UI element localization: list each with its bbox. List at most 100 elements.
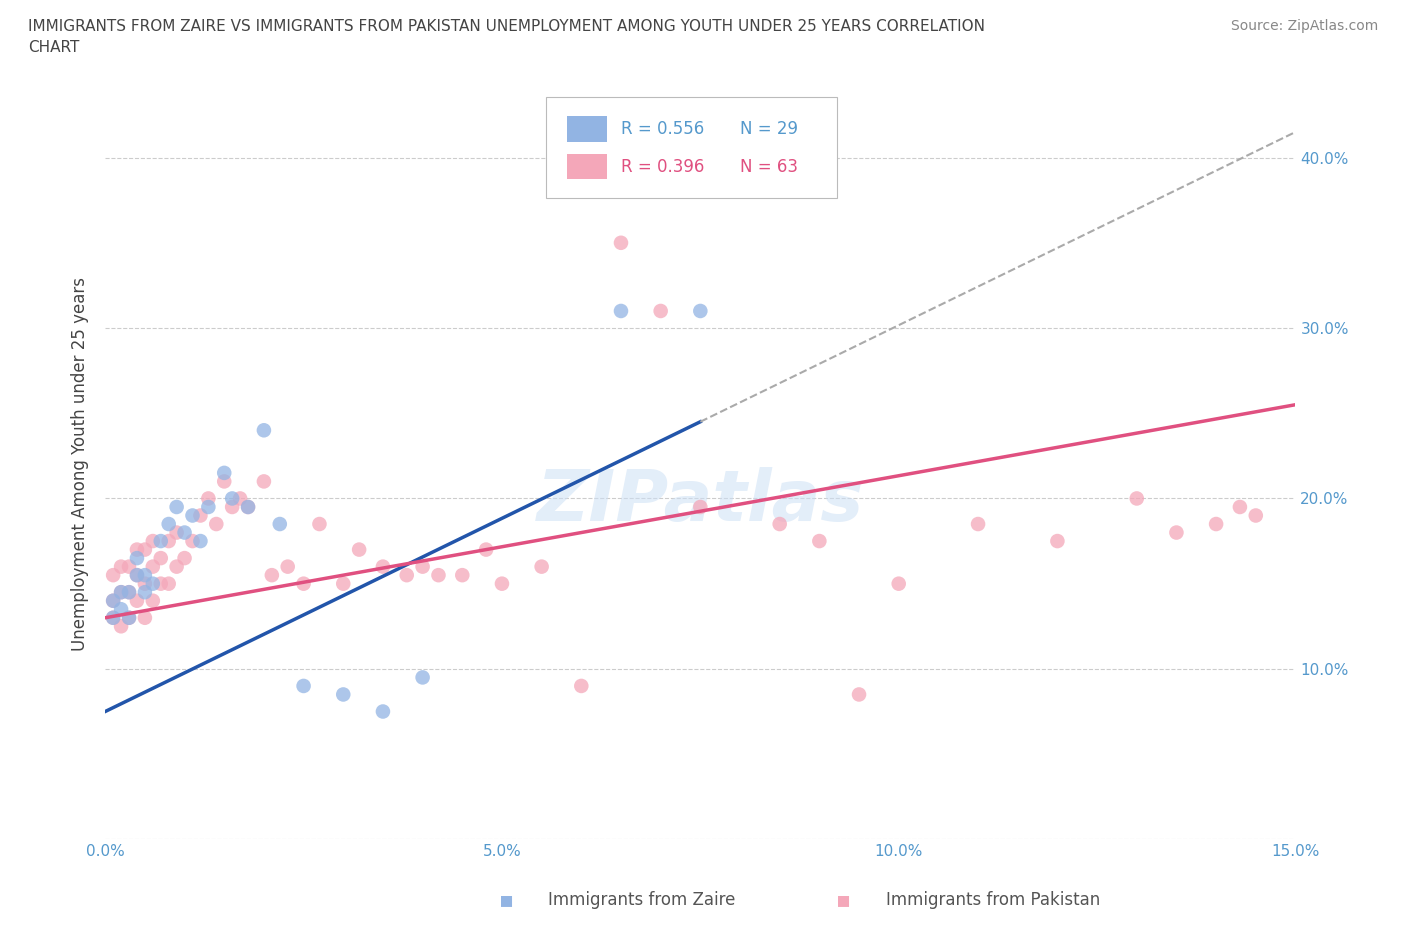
Point <box>134 567 156 582</box>
Point <box>292 679 315 694</box>
Point <box>134 542 156 557</box>
Point <box>134 610 156 625</box>
Point <box>427 567 450 582</box>
Point <box>967 516 990 531</box>
Point <box>371 559 394 574</box>
Point <box>173 551 195 565</box>
Point <box>157 516 180 531</box>
Point <box>236 499 259 514</box>
Point <box>197 499 219 514</box>
Point <box>142 559 165 574</box>
Point <box>769 516 792 531</box>
Point <box>412 559 434 574</box>
Point <box>412 670 434 684</box>
Point <box>569 679 592 694</box>
Point <box>110 602 132 617</box>
Point <box>118 610 141 625</box>
Point <box>491 577 513 591</box>
Text: IMMIGRANTS FROM ZAIRE VS IMMIGRANTS FROM PAKISTAN UNEMPLOYMENT AMONG YOUTH UNDER: IMMIGRANTS FROM ZAIRE VS IMMIGRANTS FROM… <box>28 19 986 55</box>
Point <box>308 516 330 531</box>
Point <box>332 687 354 702</box>
Y-axis label: Unemployment Among Youth under 25 years: Unemployment Among Youth under 25 years <box>72 277 89 651</box>
Point <box>221 491 243 506</box>
Point <box>125 542 148 557</box>
Point <box>118 559 141 574</box>
Point <box>142 593 165 608</box>
Point <box>650 303 672 318</box>
Point <box>157 577 180 591</box>
Text: ▪: ▪ <box>837 890 851 910</box>
Point <box>134 577 156 591</box>
Point <box>166 559 188 574</box>
Text: R = 0.396: R = 0.396 <box>620 158 704 176</box>
Point <box>157 534 180 549</box>
Point <box>1244 508 1267 523</box>
Point <box>475 542 498 557</box>
Point <box>197 491 219 506</box>
Point <box>101 567 124 582</box>
Point <box>166 525 188 540</box>
FancyBboxPatch shape <box>567 153 607 179</box>
Point <box>212 474 235 489</box>
Point <box>118 585 141 600</box>
Point <box>149 534 172 549</box>
Point <box>689 303 711 318</box>
Point <box>371 704 394 719</box>
Point <box>229 491 252 506</box>
Point <box>110 585 132 600</box>
Point <box>689 499 711 514</box>
Point <box>277 559 299 574</box>
Point <box>347 542 370 557</box>
Point <box>269 516 291 531</box>
Point <box>173 525 195 540</box>
Point <box>332 577 354 591</box>
Point <box>1229 499 1251 514</box>
Text: R = 0.556: R = 0.556 <box>620 120 704 139</box>
Point <box>110 559 132 574</box>
Point <box>236 499 259 514</box>
Text: Immigrants from Zaire: Immigrants from Zaire <box>548 891 735 910</box>
Point <box>101 593 124 608</box>
Point <box>101 610 124 625</box>
Point <box>110 618 132 633</box>
Point <box>451 567 474 582</box>
Point <box>101 610 124 625</box>
Point <box>166 499 188 514</box>
Point <box>848 687 870 702</box>
Point <box>142 577 165 591</box>
Point <box>530 559 553 574</box>
Point <box>395 567 418 582</box>
Point <box>1166 525 1188 540</box>
Text: N = 29: N = 29 <box>740 120 797 139</box>
Point <box>221 499 243 514</box>
Point <box>205 516 228 531</box>
Point <box>125 593 148 608</box>
Point <box>253 423 276 438</box>
Point <box>125 567 148 582</box>
Point <box>1046 534 1069 549</box>
Point <box>125 551 148 565</box>
Point <box>118 610 141 625</box>
Point <box>149 551 172 565</box>
Point <box>260 567 283 582</box>
Point <box>610 303 633 318</box>
Point <box>808 534 831 549</box>
Point <box>181 508 204 523</box>
Point <box>118 585 141 600</box>
Point <box>887 577 910 591</box>
Point <box>190 508 212 523</box>
Point <box>134 585 156 600</box>
Point <box>1205 516 1227 531</box>
Text: N = 63: N = 63 <box>740 158 797 176</box>
Point <box>610 235 633 250</box>
Point <box>212 465 235 480</box>
Point <box>292 577 315 591</box>
Point <box>253 474 276 489</box>
Point <box>101 593 124 608</box>
FancyBboxPatch shape <box>567 116 607 142</box>
Point <box>181 534 204 549</box>
Text: Source: ZipAtlas.com: Source: ZipAtlas.com <box>1230 19 1378 33</box>
Point <box>142 534 165 549</box>
Point <box>149 577 172 591</box>
Text: ▪: ▪ <box>499 890 513 910</box>
